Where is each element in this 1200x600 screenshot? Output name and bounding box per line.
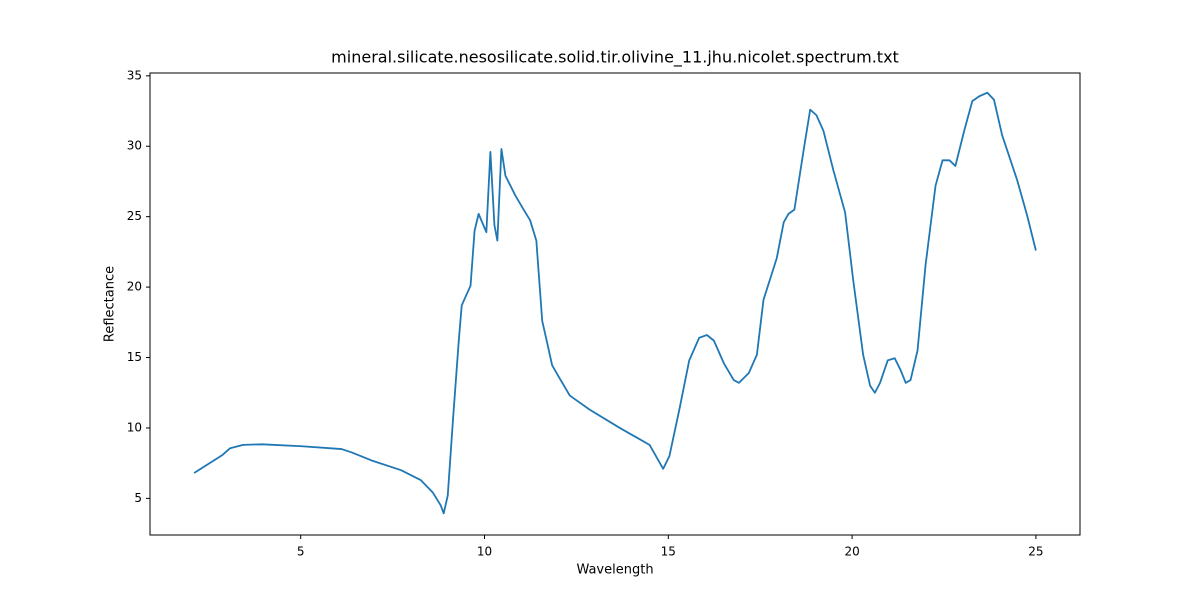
y-tick-label: 10 (127, 420, 142, 434)
y-tick-label: 35 (127, 68, 142, 82)
x-tick-label: 25 (1028, 545, 1043, 559)
y-axis-label: Reflectance (103, 266, 118, 342)
x-tick-label: 10 (477, 545, 492, 559)
plot-frame (149, 72, 1081, 536)
y-tick-label: 15 (127, 350, 142, 364)
y-tick-label: 30 (127, 139, 142, 153)
x-axis-label: Wavelength (576, 563, 653, 578)
x-tick-label: 20 (844, 545, 859, 559)
x-tick-label: 5 (297, 545, 305, 559)
x-tick-label: 15 (661, 545, 676, 559)
y-tick-label: 25 (127, 209, 142, 223)
data-line (193, 91, 1037, 515)
y-tick-label: 20 (127, 280, 142, 294)
chart-title: mineral.silicate.nesosilicate.solid.tir.… (331, 48, 899, 68)
y-tick-label: 5 (134, 491, 142, 505)
